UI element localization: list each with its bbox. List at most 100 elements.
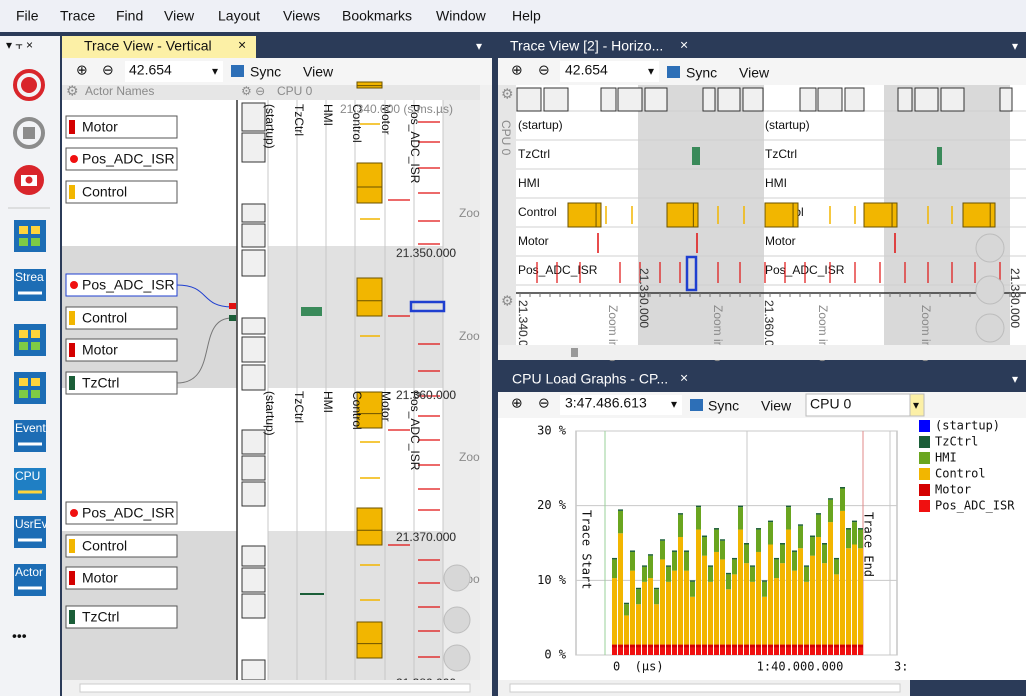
legend-label: Pos_ADC_ISR	[935, 499, 1015, 513]
icon-glyph	[19, 342, 28, 350]
scroll-thumb[interactable]	[509, 683, 901, 693]
sync-button[interactable]: Sync	[708, 398, 739, 414]
zoom-out[interactable]: ⊖	[538, 395, 550, 411]
annotation: Trace End	[862, 512, 876, 577]
task-slot	[241, 659, 266, 681]
tab-active[interactable]	[62, 36, 256, 58]
more-button[interactable]: •••	[12, 628, 27, 644]
menu-item[interactable]: Find	[116, 8, 143, 24]
bar-segment	[678, 644, 683, 648]
view-button[interactable]	[14, 269, 46, 301]
selection[interactable]	[409, 300, 446, 313]
actor-box[interactable]	[65, 180, 178, 204]
tzctrl-event	[301, 307, 322, 316]
tab-title[interactable]: CPU Load Graphs - CP...	[512, 371, 668, 387]
menu-item[interactable]: View	[164, 8, 195, 24]
menu-item[interactable]: Trace	[60, 8, 95, 24]
actor-box[interactable]	[65, 306, 178, 330]
actor-box[interactable]	[65, 605, 178, 629]
zoom-control[interactable]	[975, 275, 1005, 305]
bar-segment	[774, 647, 779, 655]
view-button[interactable]	[14, 468, 46, 500]
bar-segment	[726, 647, 731, 655]
bar-segment	[654, 587, 659, 590]
settings[interactable]: ⚙ ⊖	[241, 84, 265, 98]
zoom-control[interactable]	[975, 313, 1005, 343]
bar-segment	[852, 520, 857, 523]
menu-item[interactable]: Bookmarks	[342, 8, 412, 24]
settings[interactable]: ⚙	[501, 293, 514, 309]
bar-segment	[798, 647, 803, 655]
view-button[interactable]	[14, 220, 46, 252]
row-label: Motor	[765, 234, 796, 248]
zoom-field[interactable]	[560, 61, 659, 82]
bar-segment	[840, 644, 845, 648]
zoom-in[interactable]: ⊕	[511, 62, 523, 78]
menu-item[interactable]: Views	[283, 8, 320, 24]
zoom-in[interactable]: ⊕	[511, 395, 523, 411]
dropdown[interactable]: ▾	[671, 397, 677, 411]
y-tick-label: 0 %	[544, 648, 566, 662]
menu-item[interactable]: File	[16, 8, 39, 24]
view-button[interactable]	[14, 516, 46, 548]
icon-glyph	[19, 238, 28, 246]
view-button[interactable]	[14, 564, 46, 596]
tab-close[interactable]: ×	[238, 37, 246, 53]
bar-segment	[690, 581, 695, 597]
menu-item[interactable]: Layout	[218, 8, 260, 24]
tab-title[interactable]: Trace View - Vertical	[84, 38, 212, 54]
zoom-control[interactable]	[443, 644, 471, 672]
zoom-control[interactable]	[443, 564, 471, 592]
panel-menu[interactable]: ▾	[476, 39, 482, 53]
actor-box[interactable]	[65, 338, 178, 362]
view-button[interactable]: View	[761, 398, 792, 414]
bar-segment	[810, 555, 815, 645]
panel-menu[interactable]: ▾	[1012, 372, 1018, 386]
bar-segment	[702, 555, 707, 645]
view-button[interactable]: View	[303, 64, 334, 80]
actor-box[interactable]	[65, 501, 178, 525]
zoom-field[interactable]	[125, 61, 223, 82]
legend-swatch	[919, 500, 930, 512]
zoom-out[interactable]: ⊖	[102, 62, 114, 78]
sync-button[interactable]: Sync	[686, 65, 717, 81]
view-button[interactable]	[14, 372, 46, 404]
bar-segment	[792, 551, 797, 571]
stop-button[interactable]	[13, 117, 45, 149]
zoom-control[interactable]	[443, 606, 471, 634]
zoom-control[interactable]	[975, 233, 1005, 263]
tab-title[interactable]: Trace View [2] - Horizo...	[510, 38, 663, 54]
actor-box[interactable]	[65, 147, 178, 171]
sync-icon	[231, 65, 244, 77]
actor-box[interactable]	[65, 115, 178, 139]
view-button[interactable]	[14, 420, 46, 452]
menu-item[interactable]: Window	[436, 8, 487, 24]
dropdown[interactable]: ▾	[648, 64, 654, 78]
time-field[interactable]	[560, 395, 682, 415]
sync-button[interactable]: Sync	[250, 64, 281, 80]
zoom-in[interactable]: ⊕	[76, 62, 88, 78]
menu-item[interactable]: Help	[512, 8, 541, 24]
actor-box[interactable]	[65, 566, 178, 590]
bar-segment	[630, 550, 635, 552]
settings[interactable]: ⚙	[66, 83, 79, 99]
scroll-thumb[interactable]	[79, 683, 471, 693]
cpu-select-arrow[interactable]	[909, 393, 925, 417]
x-tick-label: 3:	[894, 660, 908, 674]
panel-menu[interactable]: ▾	[1012, 39, 1018, 53]
bar-segment	[660, 644, 665, 648]
scroll-thumb[interactable]	[571, 348, 578, 357]
record-button[interactable]	[13, 69, 45, 101]
bar-segment	[618, 647, 623, 655]
dropdown[interactable]: ▾	[212, 64, 218, 78]
tab-close[interactable]: ×	[680, 370, 688, 386]
settings[interactable]: ⚙	[501, 86, 514, 102]
selection[interactable]	[685, 255, 698, 292]
view-button[interactable]: View	[739, 65, 770, 81]
view-button[interactable]	[14, 324, 46, 356]
tab-close[interactable]: ×	[680, 37, 688, 53]
zoom-out[interactable]: ⊖	[538, 62, 550, 78]
actor-box[interactable]	[65, 534, 178, 558]
bar-segment	[828, 498, 833, 500]
bar-segment	[720, 647, 725, 655]
